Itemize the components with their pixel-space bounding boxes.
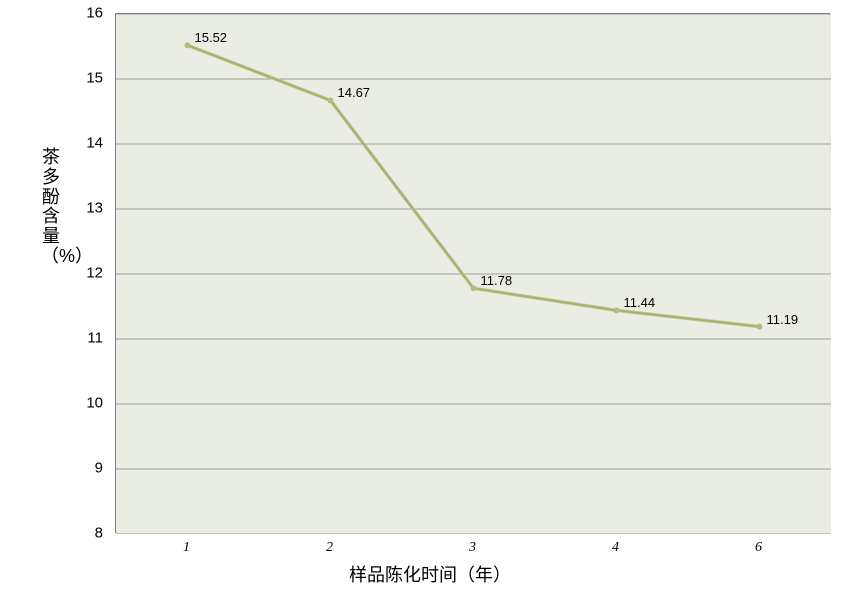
y-tick-label: 14 bbox=[63, 135, 103, 152]
x-tick-label: 2 bbox=[326, 540, 333, 556]
y-axis-title: 茶多酚含量（%） bbox=[41, 148, 61, 267]
y-tick-label: 8 bbox=[63, 525, 103, 542]
data-point-label: 11.19 bbox=[767, 312, 799, 327]
chart-svg bbox=[116, 14, 831, 534]
y-tick-label: 15 bbox=[63, 70, 103, 87]
y-tick-label: 16 bbox=[63, 5, 103, 22]
data-point-label: 15.52 bbox=[195, 30, 228, 45]
y-tick-label: 11 bbox=[63, 330, 103, 347]
data-point-label: 11.78 bbox=[481, 273, 513, 288]
plot-area bbox=[115, 13, 830, 533]
y-tick-label: 10 bbox=[63, 395, 103, 412]
x-tick-label: 3 bbox=[469, 540, 476, 556]
line-chart: 茶多酚含量（%） 样品陈化时间（年） 8910111213141516 1234… bbox=[15, 8, 845, 593]
y-tick-label: 13 bbox=[63, 200, 103, 217]
x-tick-label: 4 bbox=[612, 540, 619, 556]
x-tick-label: 1 bbox=[183, 540, 190, 556]
y-tick-label: 12 bbox=[63, 265, 103, 282]
x-axis-title: 样品陈化时间（年） bbox=[15, 561, 845, 587]
data-point-label: 11.44 bbox=[624, 295, 656, 310]
data-point-label: 14.67 bbox=[338, 85, 371, 100]
y-tick-label: 9 bbox=[63, 460, 103, 477]
x-tick-label: 6 bbox=[755, 540, 762, 556]
